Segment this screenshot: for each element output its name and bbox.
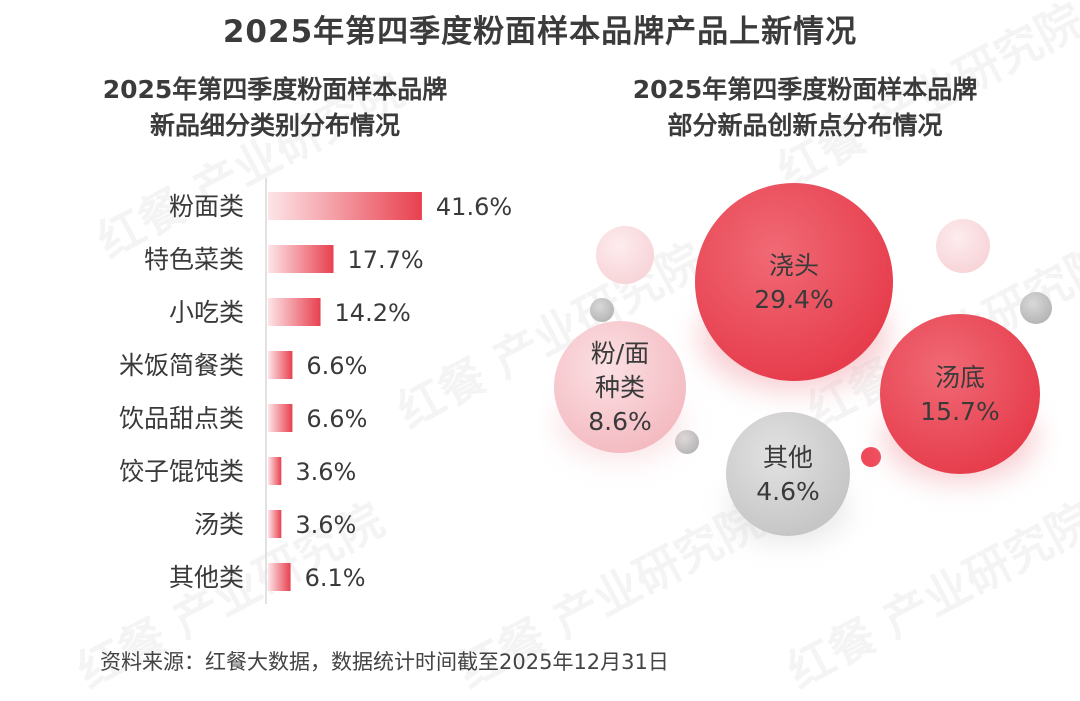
bubble-chart-title-line-2: 部分新品创新点分布情况 [570, 108, 1040, 144]
bar [268, 192, 422, 220]
bar-value-label: 6.6% [306, 405, 367, 433]
bar [268, 245, 333, 273]
bubble-value-label: 8.6% [588, 407, 652, 436]
bubble-value-label: 4.6% [756, 477, 820, 506]
decorative-dot [936, 219, 990, 273]
bar-value-label: 41.6% [436, 193, 512, 221]
decorative-dot [861, 447, 881, 467]
bar-value-label: 3.6% [295, 458, 356, 486]
bubble-value-label: 15.7% [920, 397, 999, 426]
bar-category-label: 其他类 [169, 563, 244, 592]
decorative-dot [1020, 292, 1052, 324]
bar-value-label: 6.6% [306, 352, 367, 380]
bar-category-label: 饮品甜点类 [119, 404, 244, 433]
bar [268, 298, 321, 326]
bar [268, 510, 281, 538]
bar-value-label: 6.1% [305, 564, 366, 592]
decorative-dot [590, 298, 614, 322]
bubble-name-label: 浇头 [769, 251, 819, 280]
bar-category-label: 粉面类 [169, 192, 244, 221]
bubble-name-label: 汤底 [935, 363, 985, 392]
bar-category-label: 小吃类 [169, 298, 244, 327]
bubble [880, 314, 1040, 474]
bar-value-label: 14.2% [335, 299, 411, 327]
bar-value-label: 17.7% [347, 246, 423, 274]
bubble-name-label: 粉/面 [591, 339, 649, 368]
bubble-chart-title-line-1: 2025年第四季度粉面样本品牌 [570, 72, 1040, 108]
bar [268, 563, 291, 591]
bar-category-label: 米饭简餐类 [119, 351, 244, 380]
bar-category-label: 特色菜类 [144, 245, 244, 274]
bubble-value-label: 29.4% [754, 285, 833, 314]
bar-value-label: 3.6% [295, 511, 356, 539]
decorative-dot [596, 226, 654, 284]
bar [268, 457, 281, 485]
bar [268, 351, 292, 379]
bar-chart-title-line-2: 新品细分类别分布情况 [40, 108, 510, 144]
bar-category-label: 饺子馄饨类 [119, 457, 244, 486]
bar [268, 404, 292, 432]
bubble-chart-title: 2025年第四季度粉面样本品牌 部分新品创新点分布情况 [570, 72, 1040, 144]
source-note: 资料来源：红餐大数据，数据统计时间截至2025年12月31日 [100, 646, 669, 676]
bubble [695, 183, 893, 381]
bar-chart: 粉面类 41.6% 特色菜类 17.7% 小吃类 14.2% 米饭简餐类 6.6% 饮品甜点类 6… [60, 168, 540, 608]
bubble-name-label: 其他 [763, 443, 813, 472]
bar-chart-title: 2025年第四季度粉面样本品牌 新品细分类别分布情况 [40, 72, 510, 144]
bubble [726, 412, 850, 536]
bar-chart-title-line-1: 2025年第四季度粉面样本品牌 [40, 72, 510, 108]
page-title: 2025年第四季度粉面样本品牌产品上新情况 [0, 6, 1080, 51]
bubble-chart: 浇头 29.4% 汤底 15.7% 粉/面种类 8.6% 其他 4.6% [540, 160, 1060, 620]
bar-category-label: 汤类 [194, 510, 244, 539]
bubble-name-label: 种类 [595, 373, 645, 402]
